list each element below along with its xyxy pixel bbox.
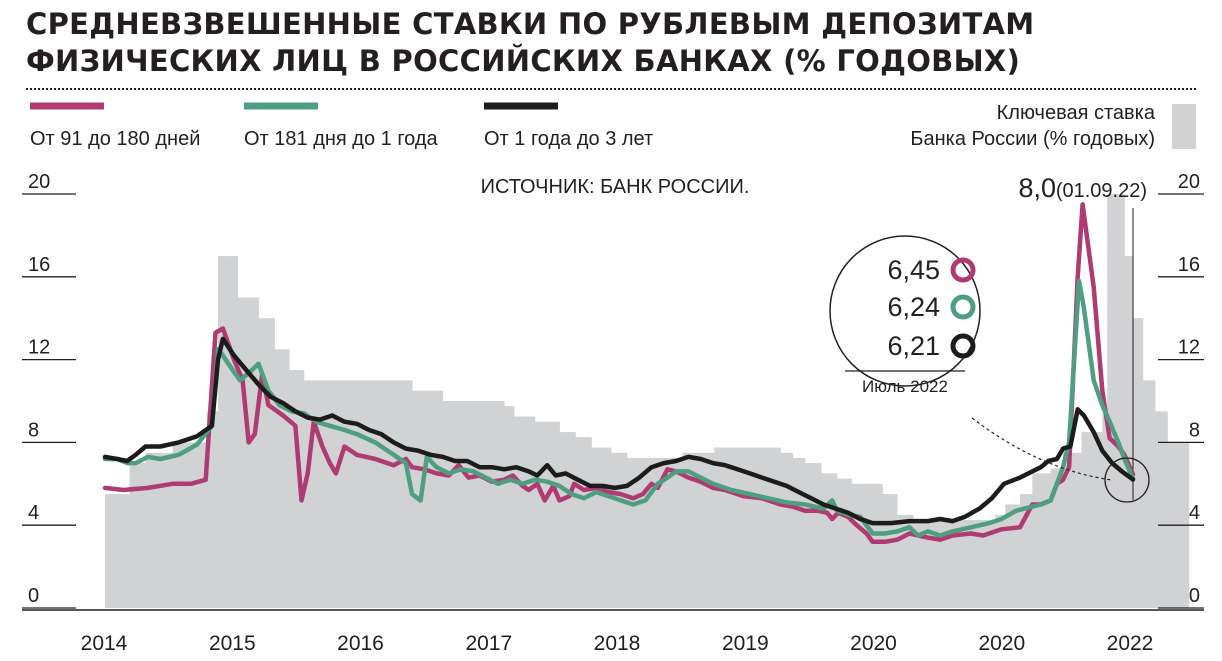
inset-value-91-180: 6,45 (887, 255, 940, 285)
legend-label-s181: От 181 дня до 1 года (244, 128, 439, 150)
y-axis-ticks: 20 20 16 16 12 12 8 8 4 4 0 0 (22, 171, 1204, 611)
key-rate-bar (258, 318, 275, 608)
key-rate-bar (1081, 432, 1103, 608)
x-tick-label: 2017 (465, 632, 512, 655)
key-rate-bar (304, 380, 413, 608)
source-note: ИСТОЧНИК: БАНК РОССИИ. (481, 176, 750, 198)
key-rate-bar (237, 297, 259, 608)
key-rate-bar (1050, 468, 1064, 608)
y-tick-label-right: 0 (1189, 585, 1200, 607)
key-rate-bar (1063, 452, 1082, 609)
key-rate-bar (1133, 318, 1144, 608)
key-rate-bar (627, 457, 683, 608)
y-tick-label-left: 16 (28, 254, 50, 276)
key-rate-bar (1005, 504, 1021, 608)
key-rate-bar (591, 447, 612, 608)
key-rate-bar (172, 442, 208, 608)
key-rate-bar (1107, 194, 1125, 608)
key-rate-bar (837, 478, 853, 608)
inset-ring-91-180 (950, 257, 976, 283)
inset-value-181-365: 6,24 (887, 292, 940, 322)
july-2022-marker (1104, 457, 1150, 503)
legend-label-key-rate: Банка России (% годовых) (910, 128, 1155, 150)
legend-label-key-rate: Ключевая ставка (997, 102, 1156, 124)
y-tick-label-left: 20 (28, 171, 50, 193)
key-rate-bar (1142, 380, 1156, 608)
key-rate-bar (442, 401, 505, 608)
key-rate-bar (821, 473, 838, 608)
key-rate-bar (1032, 473, 1052, 608)
key-rate-bar (504, 406, 515, 608)
legend-label-s91: От 91 до 180 дней (30, 128, 200, 150)
key-rate-bar (534, 421, 560, 608)
y-tick-label-left: 12 (28, 337, 50, 359)
key-rate-bar (274, 349, 290, 609)
series-line-s181 (102, 278, 1136, 538)
legend-label-s1y: От 1 года до 3 лет (484, 128, 653, 150)
inset-value-1-3y: 6,21 (887, 331, 940, 361)
inset-callout: 6,45 6,24 6,21 Июль 2022 (829, 235, 1150, 503)
x-tick-label: 2014 (81, 632, 128, 655)
y-tick-label-left: 8 (28, 419, 39, 441)
inset-circle (829, 235, 981, 387)
y-tick-label-right: 20 (1178, 171, 1200, 193)
key-rate-bar (611, 452, 628, 609)
key-rate-bar (780, 452, 794, 609)
inset-ring-181-365 (950, 294, 976, 320)
series-line-s1y (102, 336, 1136, 526)
y-tick-label-right: 8 (1189, 419, 1200, 441)
key-rate-bar (289, 370, 305, 608)
x-axis-labels: 2014 2015 2016 2017 2018 2019 2020 2020 2022 (81, 632, 1154, 655)
key-rate-bar (1102, 411, 1108, 608)
key-rate-bar (851, 483, 883, 608)
x-tick-label: 2019 (722, 632, 769, 655)
x-tick-label: 2016 (337, 632, 384, 655)
key-rate-bar (575, 437, 592, 608)
inset-leader-line (971, 417, 1113, 481)
key-rate-value: 8,0 (1018, 173, 1056, 203)
inset-label: Июль 2022 (862, 377, 948, 396)
legend-swatch-key-rate (1172, 104, 1196, 149)
key-rate-bar (129, 463, 146, 608)
y-tick-label-right: 4 (1189, 502, 1200, 524)
y-tick-label-left: 0 (28, 585, 39, 607)
x-tick-label: 2020 (850, 632, 897, 655)
key-rate-bar (1155, 411, 1168, 608)
key-rate-bar (995, 514, 1006, 608)
key-rate-bar (792, 457, 806, 608)
key-rate-bar (805, 463, 822, 608)
key-rate-bar (206, 411, 219, 608)
title-line-2: ФИЗИЧЕСКИХ ЛИЦ В РОССИЙСКИХ БАНКАХ (% ГО… (26, 44, 1021, 78)
key-rate-bar (514, 416, 536, 608)
key-rate-bar (1124, 256, 1134, 608)
y-tick-label-right: 16 (1178, 254, 1200, 276)
title-divider (26, 88, 1196, 90)
y-tick-label-left: 4 (28, 502, 39, 524)
legend: От 91 до 180 дней От 181 дня до 1 года От … (30, 102, 1196, 150)
key-rate-date: (01.09.22) (1056, 180, 1147, 202)
key-rate-bar (105, 494, 130, 608)
inset-ring-1-3y (950, 333, 976, 359)
x-tick-label: 2015 (209, 632, 256, 655)
x-tick-label: 2020 (978, 632, 1025, 655)
title-line-1: СРЕДНЕВЗВЕШЕННЫЕ СТАВКИ ПО РУБЛЕВЫМ ДЕПО… (26, 7, 1035, 41)
key-rate-bar (882, 494, 898, 608)
key-rate-bar (145, 452, 173, 609)
series-line-s91 (102, 202, 1136, 545)
series-lines (102, 202, 1136, 545)
key-rate-bar (559, 432, 576, 608)
key-rate-bar (218, 256, 239, 608)
y-tick-label-right: 12 (1178, 337, 1200, 359)
x-tick-label: 2022 (1107, 632, 1154, 655)
chart-title: СРЕДНЕВЗВЕШЕННЫЕ СТАВКИ ПО РУБЛЕВЫМ ДЕПО… (26, 6, 1206, 80)
x-tick-label: 2018 (594, 632, 641, 655)
